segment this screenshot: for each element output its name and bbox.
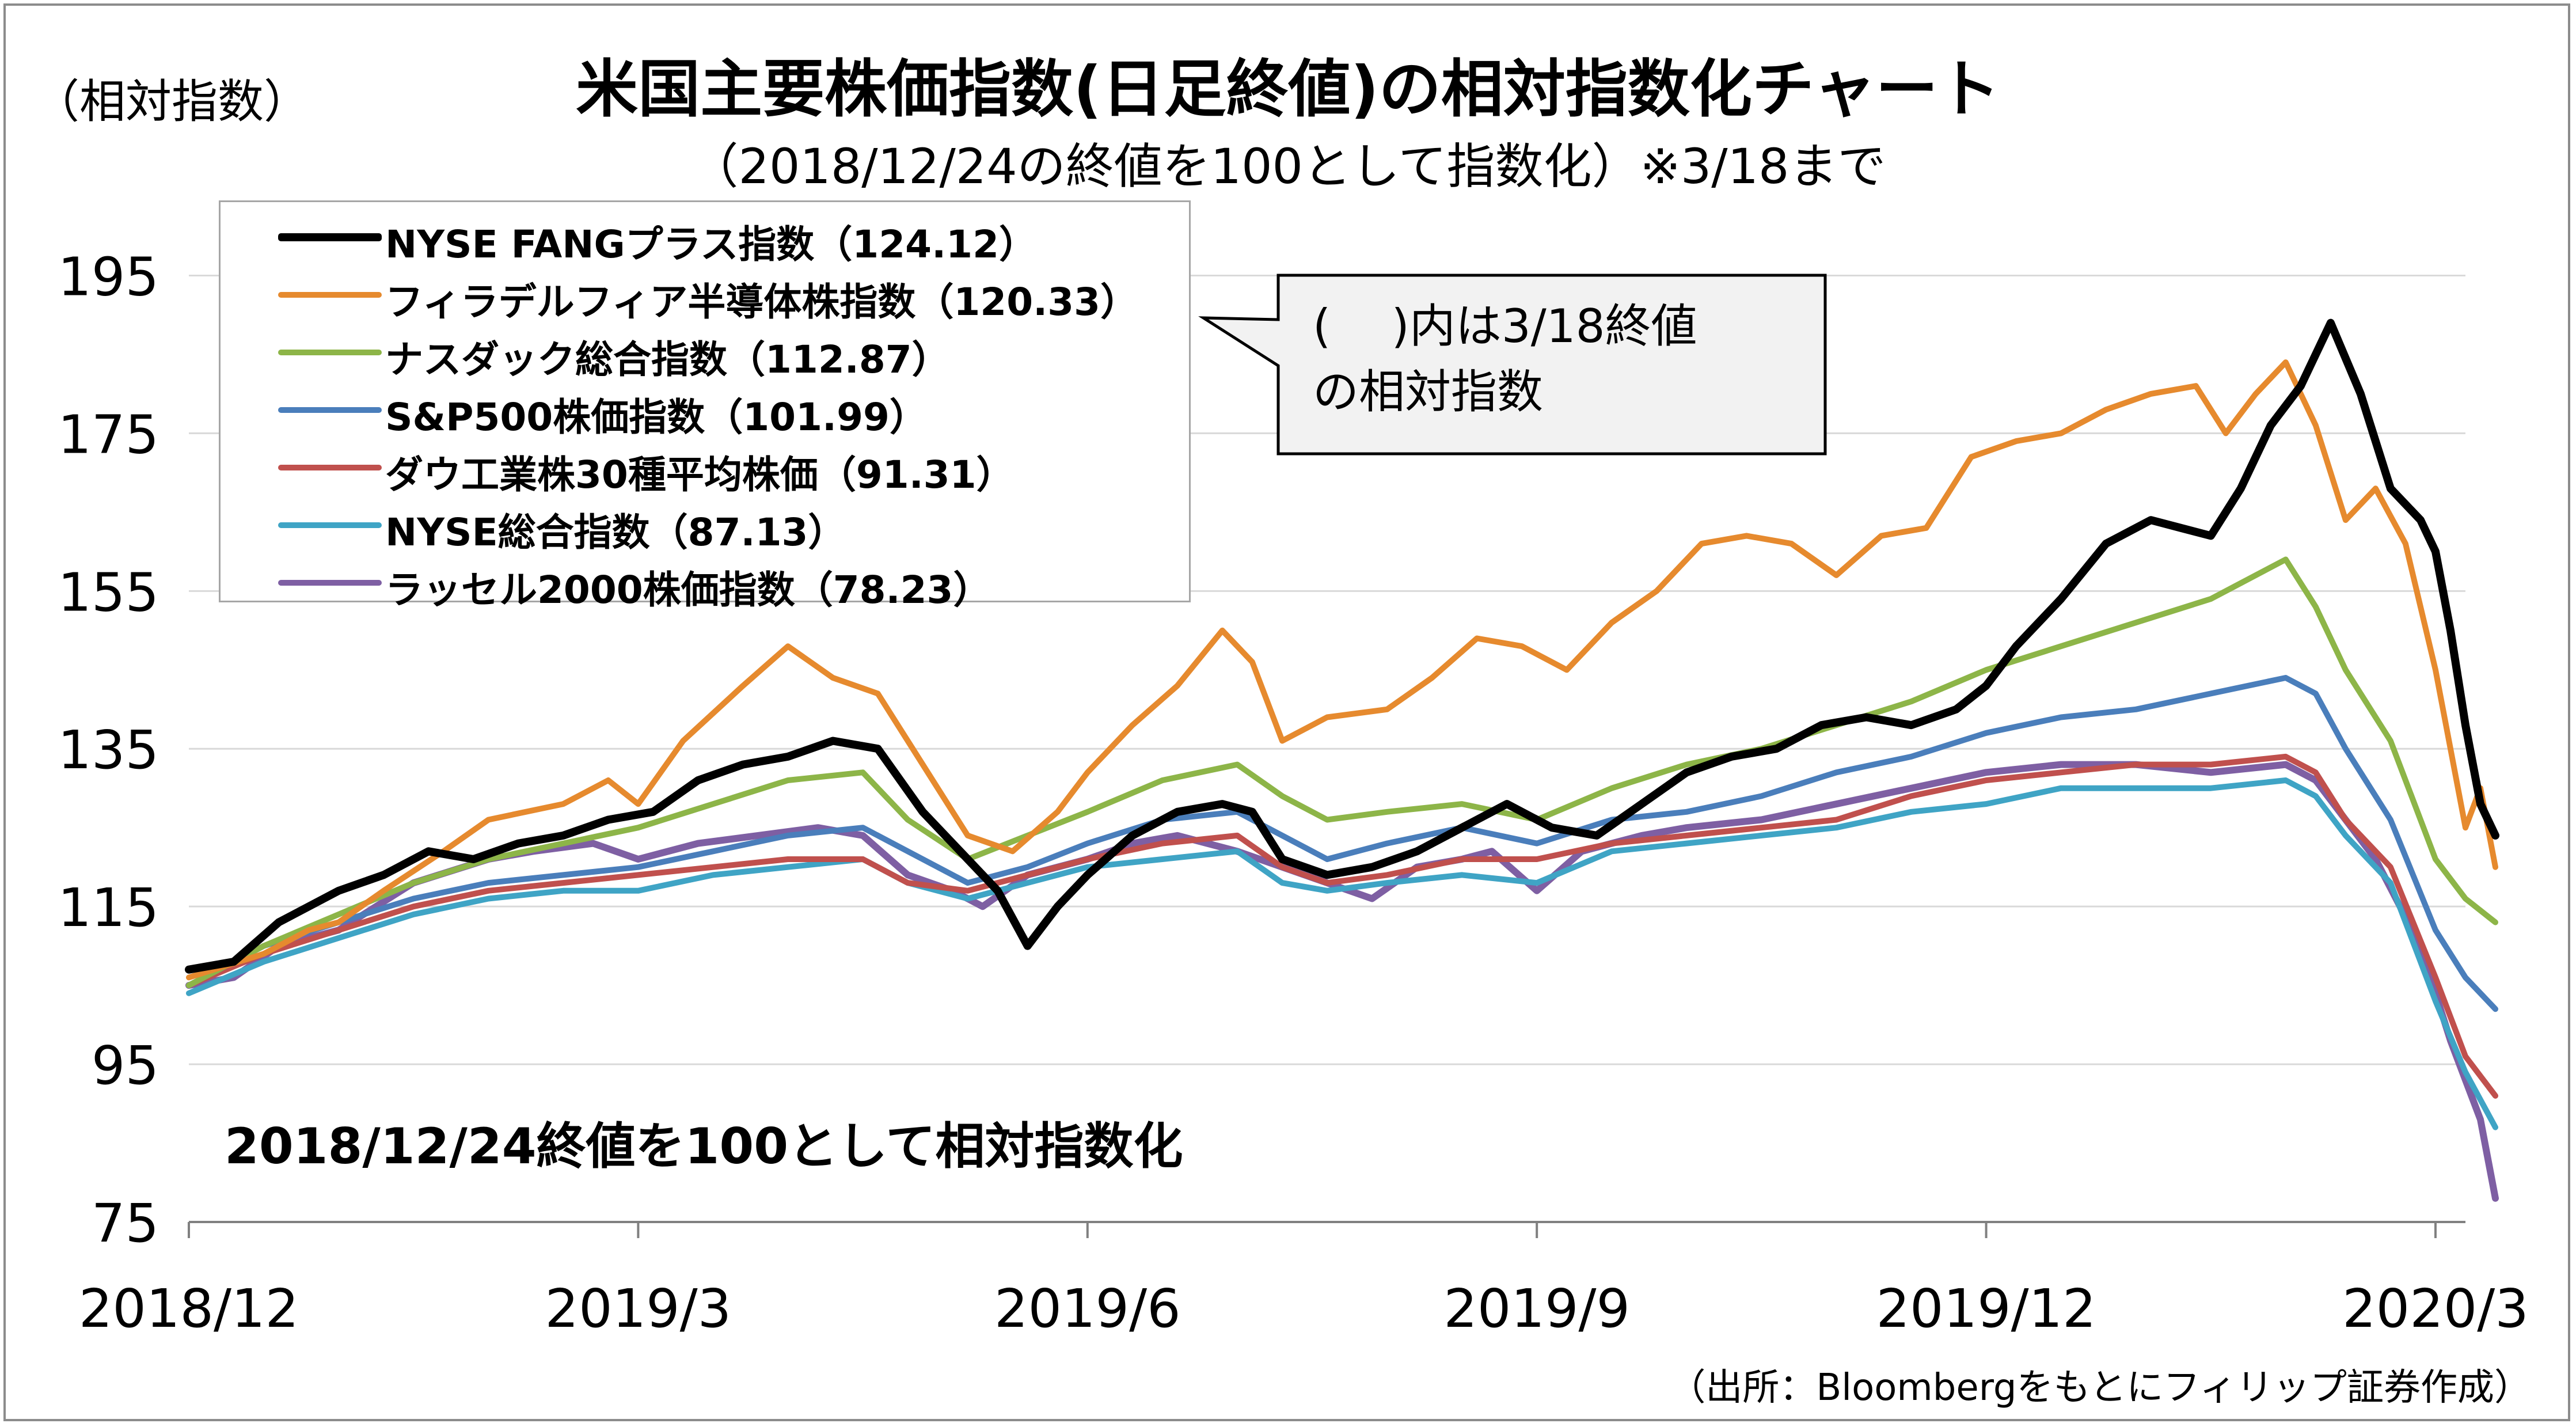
series-line-3 [186,675,2498,1012]
chart-frame [3,3,2570,1421]
x-tick-label: 2019/6 [994,1278,1181,1339]
y-tick-label: 155 [58,561,159,623]
y-tick-label: 75 [92,1193,159,1254]
series-line-5 [186,359,2498,981]
legend-item-nyse: NYSE総合指数（87.13） [221,496,1188,555]
x-tick-label: 2019/9 [1443,1278,1630,1339]
x-tick-label: 2019/12 [1876,1278,2096,1339]
legend-item-sox: フィラデルフィア半導体株指数（120.33） [221,265,1188,324]
legend-label-nyse: NYSE総合指数（87.13） [385,510,846,555]
legend-swatch-fang [278,233,382,241]
callout-text: ( )内は3/18終値 の相対指数 [1313,294,1697,425]
legend-label-nasdaq: ナスダック総合指数（112.87） [385,337,950,382]
legend-item-sp500: S&P500株価指数（101.99） [221,381,1188,439]
y-tick-label: 175 [58,404,159,465]
legend-swatch-russell [278,580,382,586]
series-line-1 [186,777,2498,1130]
series-line-2 [186,753,2498,1099]
source-note: （出所：Bloombergをもとにフィリップ証券作成） [1669,1367,2531,1409]
legend-label-dow: ダウ工業株30種平均株価（91.31） [385,453,1015,497]
legend-label-fang: NYSE FANGプラス指数（124.12） [385,222,1037,267]
y-tick-label: 115 [58,877,159,939]
legend-label-sox: フィラデルフィア半導体株指数（120.33） [385,280,1139,324]
series-line-6 [185,318,2499,974]
series-line-0 [185,761,2499,1202]
legend-label-sp500: S&P500株価指数（101.99） [385,395,928,439]
x-tick-label: 2020/3 [2342,1278,2529,1339]
y-tick-label: 135 [58,719,159,781]
legend-item-dow: ダウ工業株30種平均株価（91.31） [221,438,1188,497]
x-tick-label: 2018/12 [79,1278,299,1339]
series-line-4 [186,556,2498,989]
legend-swatch-nyse [278,522,382,528]
callout-line-2: の相対指数 [1313,365,1543,419]
legend-swatch-nasdaq [278,350,382,355]
y-tick-label: 195 [58,246,159,308]
chart-title: 米国主要株価指数(日足終値)の相対指数化チャート [576,54,2000,126]
chart-legend: NYSE FANGプラス指数（124.12） フィラデルフィア半導体株指数（12… [219,200,1191,612]
y-axis-unit-label: （相対指数） [33,75,310,128]
chart-subtitle: （2018/12/24の終値を100として指数化）※3/18まで [690,138,1886,195]
x-tick-label: 2019/3 [545,1278,732,1339]
callout-box [1198,274,1827,456]
y-tick-label: 95 [92,1035,159,1096]
callout-line-1: ( )内は3/18終値 [1313,299,1697,353]
legend-swatch-dow [278,465,382,470]
legend-item-nasdaq: ナスダック総合指数（112.87） [221,323,1188,382]
legend-item-fang: NYSE FANGプラス指数（124.12） [221,208,1188,267]
legend-swatch-sox [278,292,382,298]
legend-swatch-sp500 [278,407,382,413]
chart-footnote: 2018/12/24終値を100として相対指数化 [225,1118,1183,1175]
legend-label-russell: ラッセル2000株価指数（78.23） [385,568,991,612]
legend-item-russell: ラッセル2000株価指数（78.23） [221,553,1188,612]
